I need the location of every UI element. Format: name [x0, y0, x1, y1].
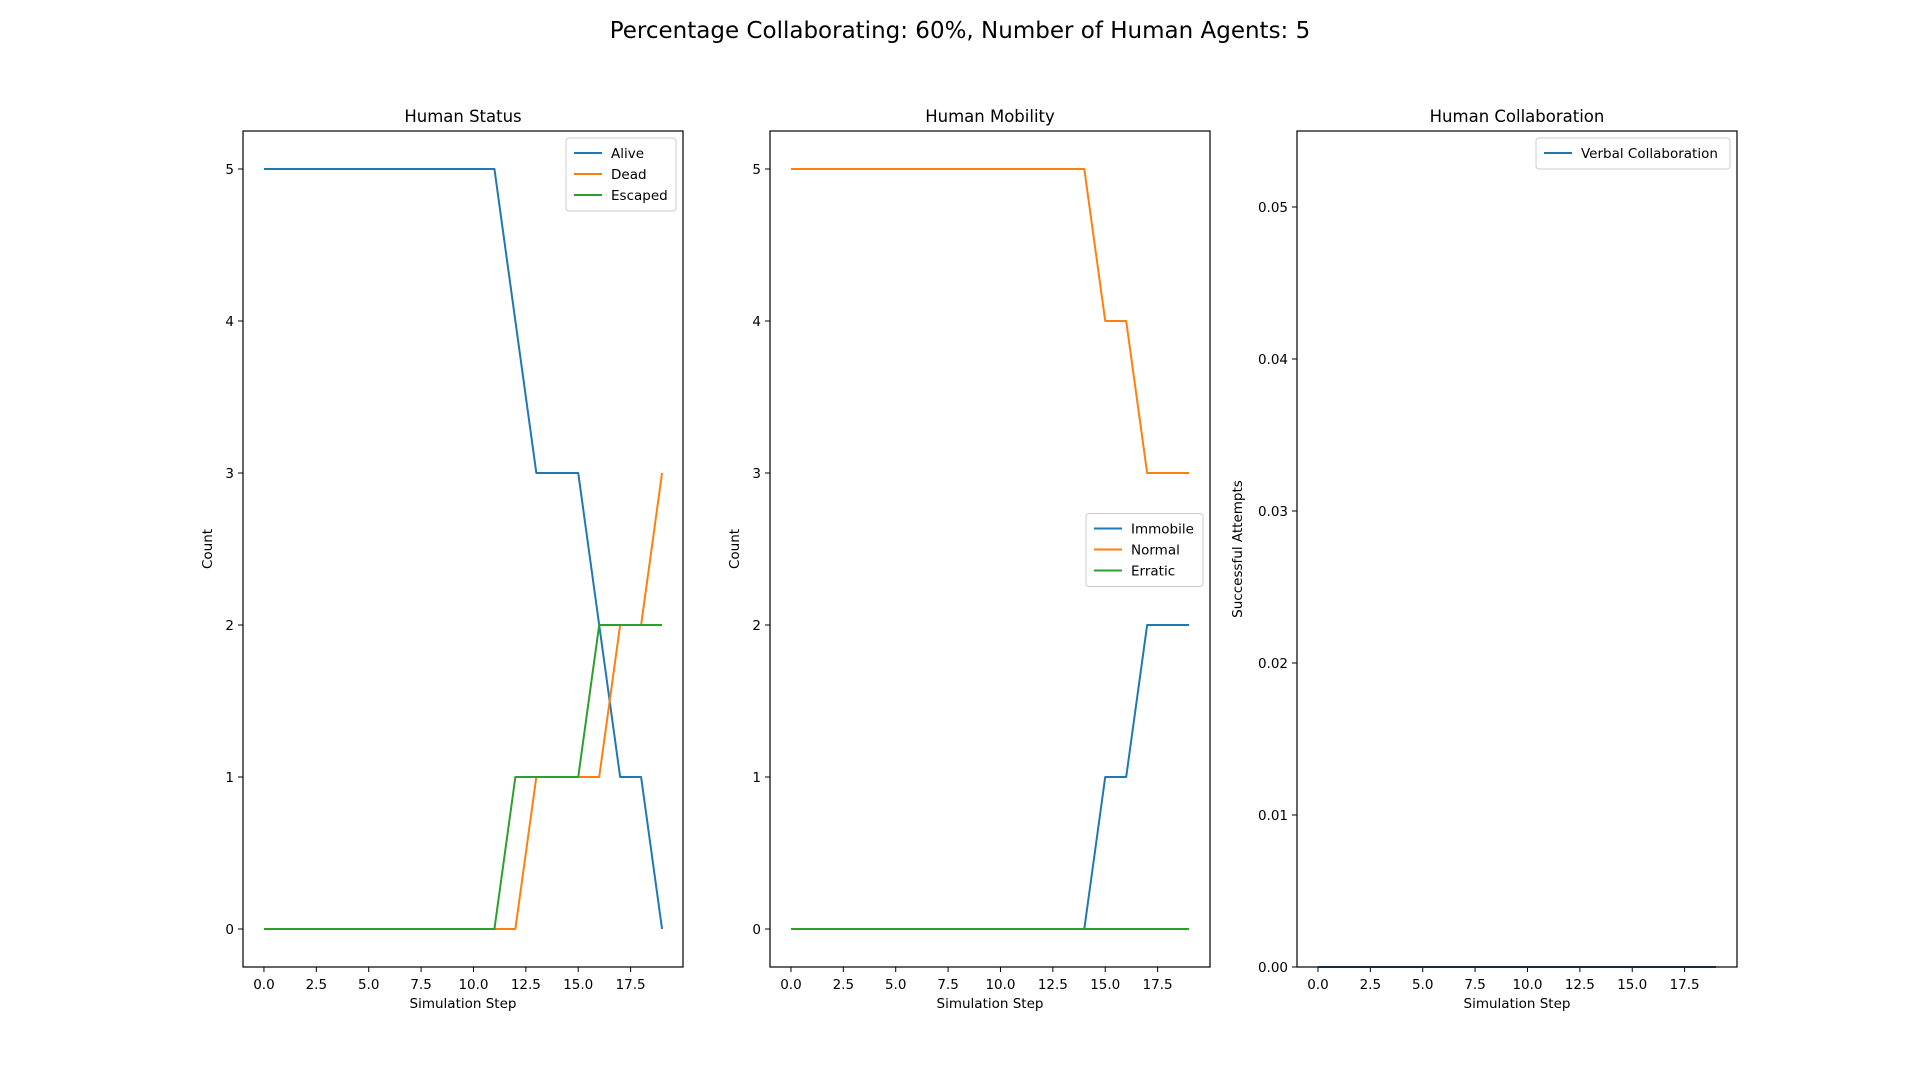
chart-1-legend-label: Escaped [611, 188, 668, 204]
chart-3-xtick-label: 0.0 [1307, 977, 1328, 993]
chart-2-ytick-label: 5 [752, 162, 761, 178]
chart-3-xtick-label: 15.0 [1617, 977, 1647, 993]
chart-1-xtick-label: 0.0 [253, 977, 274, 993]
chart-1-legend-box [565, 137, 677, 212]
chart-1-xtick-label: 17.5 [616, 977, 646, 993]
chart-3-xtick-label: 7.5 [1464, 977, 1485, 993]
chart-2-ylabel: Count [727, 529, 743, 569]
chart-3-xlabel: Simulation Step [1464, 996, 1571, 1012]
chart-2-ytick-label: 2 [752, 618, 761, 634]
chart-1-series-escaped [263, 624, 663, 930]
chart-1-series-alive [263, 168, 664, 930]
chart-2-title: Human Mobility [925, 107, 1055, 126]
figure-suptitle: Percentage Collaborating: 60%, Number of… [609, 18, 1311, 44]
chart-3-xtick-label: 2.5 [1360, 977, 1381, 993]
chart-2-ytick-label: 3 [752, 466, 761, 482]
chart-1-ytick-label: 0 [225, 922, 234, 938]
chart-1-xtick-label: 10.0 [458, 977, 488, 993]
chart-2-xtick-label: 5.0 [885, 977, 906, 993]
chart-3-ytick-label: 0.04 [1258, 352, 1288, 368]
chart-1-legend-label: Alive [611, 146, 644, 162]
chart-3-ytick-label: 0.00 [1258, 960, 1288, 976]
chart-2-series-immobile [790, 624, 1190, 930]
chart-1-ytick-label: 4 [225, 314, 234, 330]
chart-3-ylabel: Successful Attempts [1230, 480, 1246, 618]
chart-3-title: Human Collaboration [1430, 107, 1605, 126]
chart-1-xtick-label: 12.5 [511, 977, 541, 993]
chart-2-ytick-label: 1 [752, 770, 761, 786]
chart-2-series-normal [790, 168, 1190, 474]
chart-1-ylabel: Count [200, 529, 216, 569]
chart-2-legend-label: Erratic [1131, 564, 1175, 580]
chart-2-legend-label: Normal [1131, 543, 1180, 559]
chart-2-legend-box [1085, 513, 1204, 587]
chart-2-xtick-label: 10.0 [985, 977, 1015, 993]
chart-1-legend-label: Dead [611, 167, 647, 183]
chart-2-xtick-label: 2.5 [833, 977, 854, 993]
chart-3-xtick-label: 17.5 [1670, 977, 1700, 993]
chart-1-ytick-label: 3 [225, 466, 234, 482]
chart-1-ytick-label: 2 [225, 618, 234, 634]
chart-3-legend-label: Verbal Collaboration [1581, 146, 1718, 162]
chart-3-xtick-label: 12.5 [1565, 977, 1595, 993]
chart-1-xtick-label: 5.0 [358, 977, 379, 993]
chart-3-axes-frame [1296, 130, 1738, 968]
chart-2-xtick-label: 0.0 [780, 977, 801, 993]
chart-1-axes-frame [242, 130, 684, 968]
chart-2-legend-label: Immobile [1131, 522, 1194, 538]
chart-2-xtick-label: 15.0 [1090, 977, 1120, 993]
chart-1-xtick-label: 15.0 [563, 977, 593, 993]
chart-2-xtick-label: 17.5 [1143, 977, 1173, 993]
chart-1-xtick-label: 2.5 [306, 977, 327, 993]
chart-3-ytick-label: 0.02 [1258, 656, 1288, 672]
chart-2-xtick-label: 7.5 [937, 977, 958, 993]
chart-3-ytick-label: 0.03 [1258, 504, 1288, 520]
chart-1-series-dead [263, 472, 664, 930]
chart-3-ytick-label: 0.01 [1258, 808, 1288, 824]
chart-3-legend-box [1535, 137, 1731, 170]
chart-1-xlabel: Simulation Step [410, 996, 517, 1012]
chart-3-ytick-label: 0.05 [1258, 200, 1288, 216]
chart-2-xlabel: Simulation Step [937, 996, 1044, 1012]
chart-3-xtick-label: 10.0 [1512, 977, 1542, 993]
chart-2-axes-frame [769, 130, 1211, 968]
chart-2-xtick-label: 12.5 [1038, 977, 1068, 993]
chart-2-ytick-label: 0 [752, 922, 761, 938]
chart-3-xtick-label: 5.0 [1412, 977, 1433, 993]
chart-1-ytick-label: 5 [225, 162, 234, 178]
chart-1-ytick-label: 1 [225, 770, 234, 786]
chart-2-ytick-label: 4 [752, 314, 761, 330]
chart-1-xtick-label: 7.5 [410, 977, 431, 993]
chart-1-title: Human Status [404, 107, 521, 126]
